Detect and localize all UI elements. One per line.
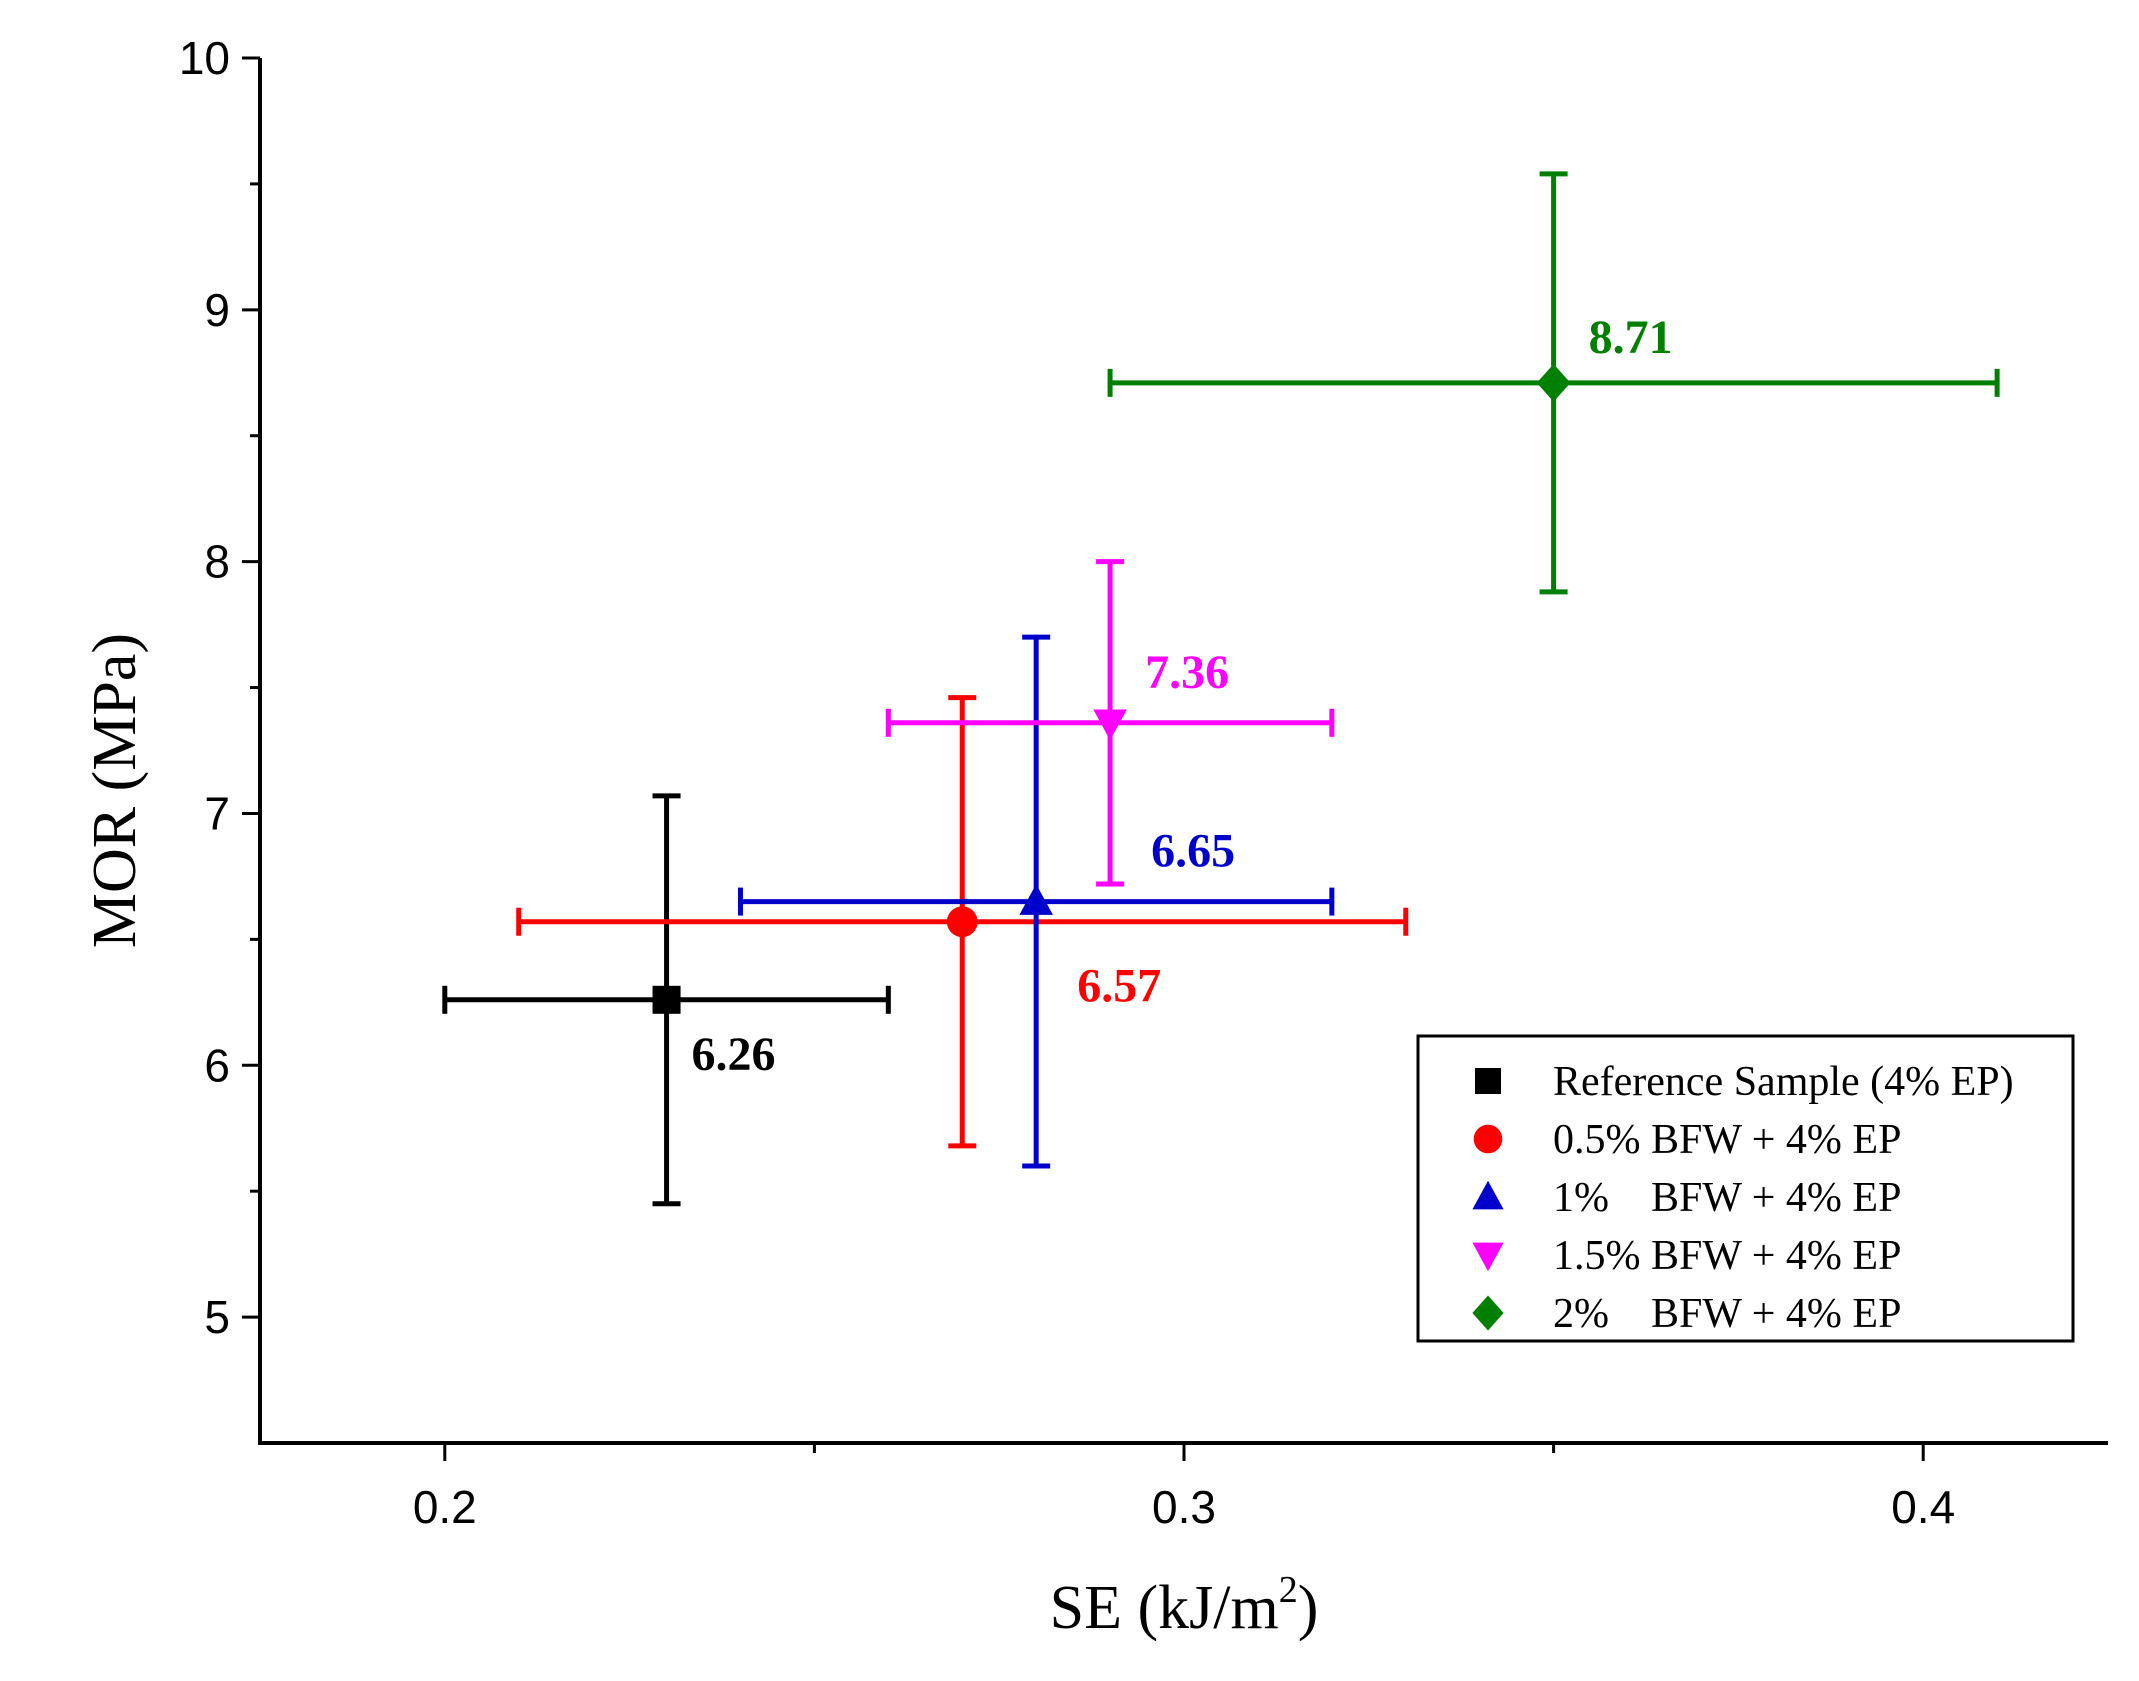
legend-label: 1% BFW + 4% EP [1553, 1175, 1901, 1221]
x-axis-title-close: ) [1298, 1574, 1319, 1642]
legend-marker [1472, 1295, 1504, 1331]
data-point [946, 906, 978, 938]
data-point [1536, 363, 1571, 402]
legend-marker [1472, 1242, 1504, 1272]
data-point [1019, 884, 1053, 915]
y-tick-label: 9 [204, 284, 230, 336]
y-tick-label: 10 [179, 32, 230, 84]
legend-label: 2% BFW + 4% EP [1553, 1291, 1901, 1337]
data-label: 6.57 [1077, 960, 1161, 1013]
data-label: 7.36 [1145, 646, 1229, 699]
legend-marker [1475, 1068, 1501, 1094]
legend-label: 0.5% BFW + 4% EP [1553, 1117, 1901, 1163]
x-tick-label: 0.4 [1891, 1481, 1955, 1533]
legend-label: 1.5% BFW + 4% EP [1553, 1233, 1901, 1279]
x-axis-title-main: SE (kJ/m [1050, 1574, 1279, 1642]
data-label: 6.26 [692, 1028, 776, 1081]
legend-marker [1473, 1124, 1503, 1154]
y-tick-label: 8 [204, 536, 230, 588]
x-tick-label: 0.2 [413, 1481, 477, 1533]
legend-marker [1472, 1180, 1504, 1210]
y-tick-label: 7 [204, 787, 230, 839]
data-label: 8.71 [1589, 311, 1673, 364]
data-point [652, 985, 681, 1014]
data-point [1093, 709, 1127, 741]
x-axis-title: SE (kJ/m2) [1050, 1569, 1319, 1642]
legend-label: Reference Sample (4% EP) [1553, 1059, 2014, 1105]
x-tick-label: 0.3 [1152, 1481, 1216, 1533]
x-axis-title-superscript: 2 [1279, 1569, 1298, 1611]
y-tick-label: 5 [204, 1291, 230, 1343]
data-label: 6.65 [1151, 825, 1235, 878]
y-tick-label: 6 [204, 1039, 230, 1091]
legend-box [1416, 1034, 2075, 1343]
y-axis-title: MOR (MPa) [81, 633, 149, 948]
